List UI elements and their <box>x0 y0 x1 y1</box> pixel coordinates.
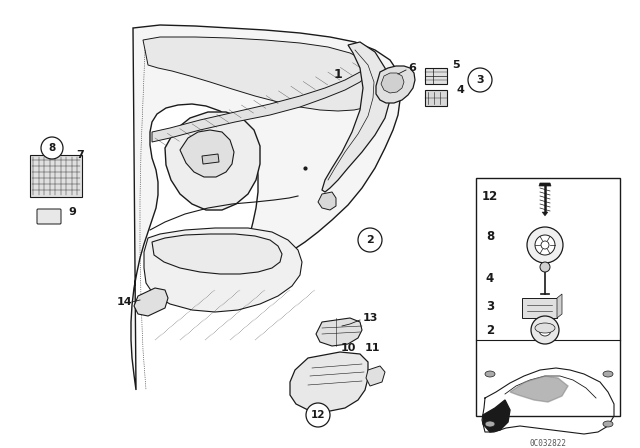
Text: 9: 9 <box>68 207 76 217</box>
Polygon shape <box>366 366 385 386</box>
Ellipse shape <box>485 421 495 427</box>
Polygon shape <box>316 318 362 346</box>
Text: 10: 10 <box>340 343 356 353</box>
Polygon shape <box>557 294 562 318</box>
Polygon shape <box>180 130 234 177</box>
Polygon shape <box>165 112 260 210</box>
Polygon shape <box>542 212 548 216</box>
Text: 2: 2 <box>486 323 494 336</box>
Circle shape <box>468 68 492 92</box>
FancyBboxPatch shape <box>37 209 61 224</box>
Ellipse shape <box>603 371 613 377</box>
Polygon shape <box>376 66 415 103</box>
Ellipse shape <box>603 421 613 427</box>
FancyBboxPatch shape <box>425 68 447 84</box>
Text: 7: 7 <box>76 150 84 160</box>
FancyBboxPatch shape <box>30 155 82 197</box>
Circle shape <box>531 316 559 344</box>
Circle shape <box>527 227 563 263</box>
Text: 0C032822: 0C032822 <box>529 439 566 448</box>
Circle shape <box>539 324 551 336</box>
Polygon shape <box>143 37 385 111</box>
Circle shape <box>540 262 550 272</box>
Text: 12: 12 <box>311 410 325 420</box>
Text: 1: 1 <box>333 68 342 81</box>
Text: 6: 6 <box>408 63 416 73</box>
Polygon shape <box>381 73 404 93</box>
Text: 12: 12 <box>482 190 498 203</box>
Text: 3: 3 <box>476 75 484 85</box>
Circle shape <box>535 235 555 255</box>
Polygon shape <box>152 60 372 142</box>
Bar <box>476 178 620 416</box>
Polygon shape <box>152 234 282 274</box>
Polygon shape <box>131 25 400 390</box>
Polygon shape <box>134 288 168 316</box>
Circle shape <box>306 403 330 427</box>
Circle shape <box>358 228 382 252</box>
Polygon shape <box>290 352 368 412</box>
Ellipse shape <box>535 323 555 333</box>
Text: 8: 8 <box>486 231 494 244</box>
Text: 13: 13 <box>362 313 378 323</box>
Text: 4: 4 <box>456 85 464 95</box>
Text: 2: 2 <box>366 235 374 245</box>
Text: 4: 4 <box>486 271 494 284</box>
Text: 8: 8 <box>49 143 56 153</box>
FancyBboxPatch shape <box>522 298 557 318</box>
FancyBboxPatch shape <box>425 90 447 106</box>
Text: 5: 5 <box>452 60 460 70</box>
Text: 14: 14 <box>116 297 132 307</box>
Circle shape <box>41 137 63 159</box>
Polygon shape <box>202 154 219 164</box>
Polygon shape <box>144 228 302 312</box>
Polygon shape <box>510 376 568 402</box>
Polygon shape <box>318 192 336 210</box>
Text: 11: 11 <box>364 343 380 353</box>
Polygon shape <box>322 42 390 192</box>
Circle shape <box>541 241 549 249</box>
Ellipse shape <box>485 371 495 377</box>
Polygon shape <box>483 400 510 432</box>
Text: 3: 3 <box>486 300 494 313</box>
Polygon shape <box>539 183 551 186</box>
